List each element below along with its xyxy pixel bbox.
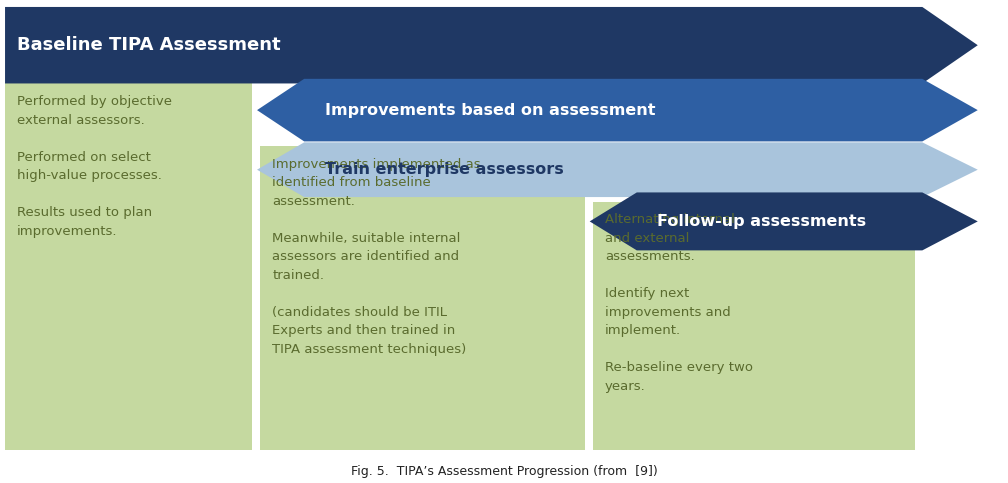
Polygon shape bbox=[257, 79, 978, 142]
Bar bbox=[5, 84, 252, 450]
Bar bbox=[593, 202, 915, 450]
Text: Alternating internal
and external
assessments.

Identify next
improvements and
i: Alternating internal and external assess… bbox=[605, 213, 753, 393]
Text: Follow-up assessments: Follow-up assessments bbox=[657, 214, 866, 229]
Text: Improvements implemented as
identified from baseline
assessment.

Meanwhile, sui: Improvements implemented as identified f… bbox=[272, 157, 481, 355]
Polygon shape bbox=[257, 142, 978, 197]
Text: Baseline TIPA Assessment: Baseline TIPA Assessment bbox=[17, 36, 281, 54]
Text: Improvements based on assessment: Improvements based on assessment bbox=[325, 102, 655, 118]
Text: Fig. 5.  TIPA’s Assessment Progression (from  [9]): Fig. 5. TIPA’s Assessment Progression (f… bbox=[351, 465, 657, 478]
Text: Performed by objective
external assessors.

Performed on select
high-value proce: Performed by objective external assessor… bbox=[17, 95, 172, 238]
Polygon shape bbox=[5, 7, 978, 84]
Text: Train enterprise assessors: Train enterprise assessors bbox=[325, 162, 563, 177]
Polygon shape bbox=[590, 192, 978, 250]
Bar bbox=[260, 146, 585, 450]
